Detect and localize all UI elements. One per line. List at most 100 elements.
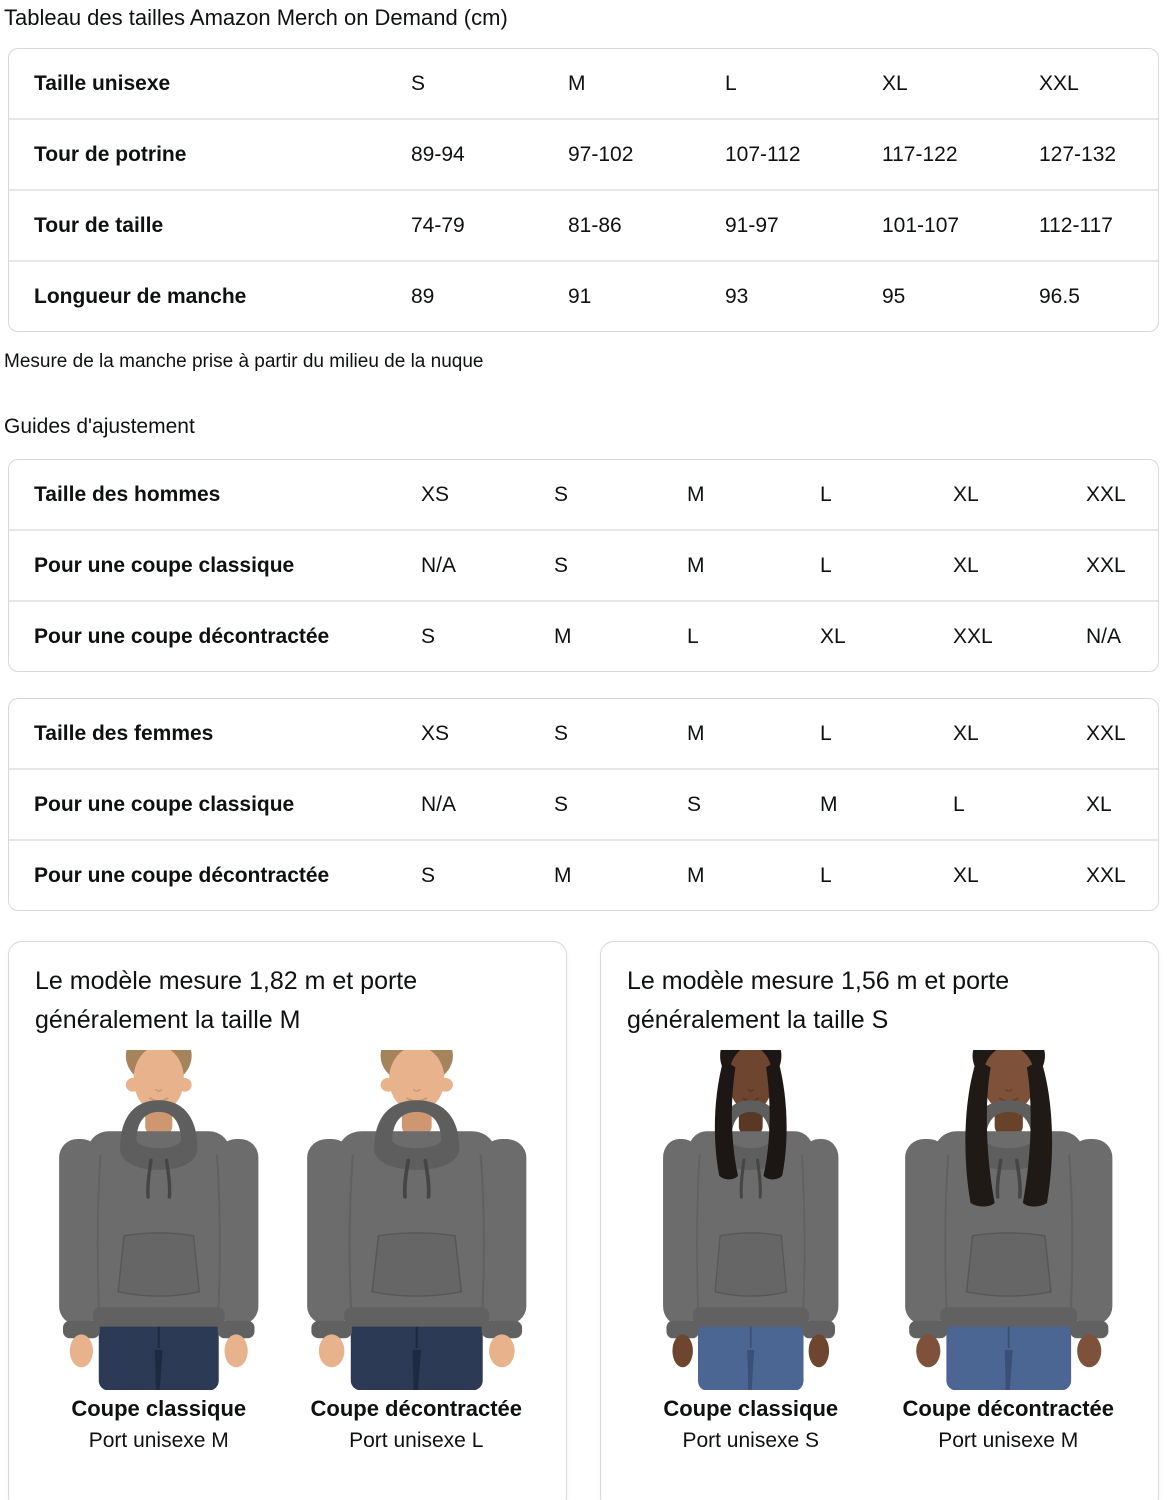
figure-women-relaxed: Coupe décontractée Port unisexe M: [882, 1050, 1134, 1453]
table-cell: XS: [421, 482, 450, 506]
table-cell: 101-107: [882, 213, 960, 237]
fit-label: Coupe classique: [663, 1396, 839, 1422]
model-photo-male-relaxed: [290, 1050, 542, 1391]
row-label: Tour de taille: [34, 213, 164, 237]
table-cell: XXL: [1086, 863, 1126, 887]
women-figures: Coupe classique Port unisexe S: [625, 1050, 1134, 1453]
unisex-size-table: Taille unisexe S M L XL XXL Tour de potr…: [8, 48, 1159, 332]
table-cell: 89: [411, 284, 435, 308]
row-label: Taille unisexe: [34, 71, 171, 95]
table-cell: 96.5: [1039, 284, 1080, 308]
row-label: Tour de potrine: [34, 142, 187, 166]
men-model-info: Le modèle mesure 1,82 m et porte général…: [35, 967, 418, 1034]
table-cell: 95: [882, 284, 906, 308]
table-cell: N/A: [421, 792, 457, 816]
row-label: Pour une coupe décontractée: [34, 624, 330, 648]
table-cell: S: [554, 553, 569, 577]
table-cell: S: [421, 624, 436, 648]
sleeve-measure-note: Mesure de la manche prise à partir du mi…: [4, 351, 484, 372]
table-cell: M: [554, 863, 572, 887]
table-cell: N/A: [1086, 624, 1122, 648]
table-cell: S: [687, 792, 702, 816]
fit-label: Coupe classique: [71, 1396, 247, 1422]
table-row: Pour une coupe décontractée S M M L XL X…: [9, 839, 1158, 910]
table-row: Longueur de manche 89 91 93 95 96.5: [9, 260, 1158, 331]
table-cell: M: [568, 71, 586, 95]
figure-women-classic: Coupe classique Port unisexe S: [625, 1050, 877, 1453]
table-cell: XL: [953, 553, 979, 577]
table-row: Taille unisexe S M L XL XXL: [9, 49, 1158, 118]
table-cell: 112-117: [1039, 213, 1113, 237]
table-cell: L: [820, 553, 832, 577]
table-cell: N/A: [421, 553, 457, 577]
table-cell: 97-102: [568, 142, 634, 166]
table-row: Taille des femmes XS S M L XL XXL: [9, 699, 1158, 768]
table-cell: S: [411, 71, 426, 95]
table-cell: XL: [953, 863, 979, 887]
table-cell: XL: [1086, 792, 1112, 816]
men-fit-table: Taille des hommes XS S M L XL XXL Pour u…: [8, 459, 1159, 672]
fit-size-label: Port unisexe L: [349, 1429, 484, 1453]
table-row: Pour une coupe classique N/A S M L XL XX…: [9, 529, 1158, 600]
women-fit-card: Le modèle mesure 1,56 m et porte général…: [600, 941, 1159, 1500]
fit-size-label: Port unisexe S: [682, 1429, 820, 1453]
table-cell: XS: [421, 721, 450, 745]
table-cell: M: [687, 482, 705, 506]
table-cell: XXL: [953, 624, 993, 648]
row-label: Longueur de manche: [34, 284, 247, 308]
table-cell: L: [953, 792, 965, 816]
page-title: Tableau des tailles Amazon Merch on Dema…: [4, 5, 508, 30]
fit-label: Coupe décontractée: [902, 1396, 1115, 1422]
row-label: Taille des hommes: [34, 482, 221, 506]
row-label: Pour une coupe classique: [34, 553, 295, 577]
table-row: Pour une coupe décontractée S M L XL XXL…: [9, 600, 1158, 671]
table-cell: XL: [820, 624, 846, 648]
table-cell: L: [820, 721, 832, 745]
women-fit-table: Taille des femmes XS S M L XL XXL Pour u…: [8, 698, 1159, 911]
row-label: Pour une coupe décontractée: [34, 863, 330, 887]
row-label: Pour une coupe classique: [34, 792, 295, 816]
fit-example-cards: Le modèle mesure 1,82 m et porte général…: [8, 941, 1159, 1500]
table-cell: M: [687, 863, 705, 887]
table-cell: 89-94: [411, 142, 465, 166]
table-cell: 107-112: [725, 142, 801, 166]
fit-size-label: Port unisexe M: [88, 1429, 229, 1453]
table-cell: 93: [725, 284, 749, 308]
table-cell: 127-132: [1039, 142, 1117, 166]
model-photo-female-relaxed: [882, 1050, 1134, 1391]
figure-men-relaxed: Coupe décontractée Port unisexe L: [290, 1050, 542, 1453]
table-cell: 81-86: [568, 213, 622, 237]
table-cell: S: [554, 721, 569, 745]
table-row: Tour de taille 74-79 81-86 91-97 101-107…: [9, 189, 1158, 260]
table-cell: XXL: [1086, 721, 1126, 745]
table-cell: S: [421, 863, 436, 887]
fit-size-label: Port unisexe M: [938, 1429, 1079, 1453]
table-cell: M: [687, 553, 705, 577]
figure-men-classic: Coupe classique Port unisexe M: [33, 1050, 285, 1453]
men-figures: Coupe classique Port unisexe M: [33, 1050, 542, 1453]
table-cell: S: [554, 482, 569, 506]
table-cell: L: [820, 863, 832, 887]
table-cell: L: [687, 624, 699, 648]
model-photo-male-classic: [33, 1050, 285, 1391]
table-cell: L: [725, 71, 737, 95]
table-cell: XL: [953, 482, 979, 506]
model-photo-female-classic: [625, 1050, 877, 1391]
table-cell: M: [554, 624, 572, 648]
table-row: Taille des hommes XS S M L XL XXL: [9, 460, 1158, 529]
table-cell: XXL: [1039, 71, 1079, 95]
table-cell: 91-97: [725, 213, 779, 237]
table-cell: 117-122: [882, 142, 958, 166]
table-cell: L: [820, 482, 832, 506]
table-cell: XXL: [1086, 553, 1126, 577]
table-cell: XXL: [1086, 482, 1126, 506]
men-fit-card: Le modèle mesure 1,82 m et porte général…: [8, 941, 567, 1500]
fit-guides-heading: Guides d'ajustement: [4, 415, 195, 438]
table-cell: S: [554, 792, 569, 816]
table-cell: 91: [568, 284, 592, 308]
table-cell: 74-79: [411, 213, 465, 237]
table-row: Pour une coupe classique N/A S S M L XL: [9, 768, 1158, 839]
table-cell: XL: [882, 71, 908, 95]
table-cell: XL: [953, 721, 979, 745]
